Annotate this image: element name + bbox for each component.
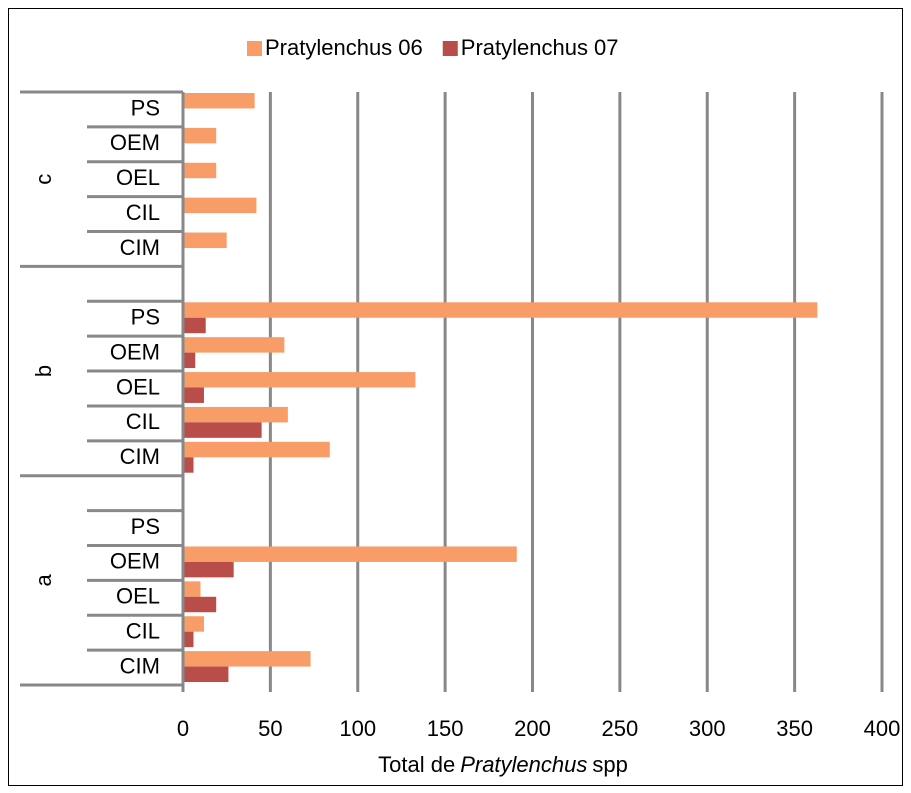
x-tick-label: 150	[427, 716, 464, 741]
x-axis-label: Total de Pratylenchus spp	[378, 752, 628, 777]
x-axis-label-part: Total de	[378, 752, 455, 777]
bar	[183, 616, 204, 632]
x-tick-label: 400	[864, 716, 901, 741]
x-tick-label: 200	[514, 716, 551, 741]
bars	[183, 93, 818, 682]
bar	[183, 457, 194, 473]
bar	[183, 561, 234, 578]
bar	[183, 317, 206, 334]
x-tick-label: 100	[339, 716, 376, 741]
x-axis-label-part: Pratylenchus	[460, 752, 587, 777]
y-tick-label: OEM	[110, 130, 160, 155]
group-label: c	[31, 174, 56, 185]
axes: 0 50 100 150 200 250 300 350 400 a b c CIM CIL OEL OEM P…	[20, 90, 901, 741]
y-tick-label: PS	[131, 305, 160, 330]
bar	[183, 581, 201, 597]
y-tick-label: CIL	[126, 618, 160, 643]
bar	[183, 546, 517, 562]
y-tick-label: PS	[131, 95, 160, 120]
bar	[183, 93, 255, 109]
bar	[183, 197, 257, 214]
bar	[183, 352, 196, 369]
chart-border	[8, 8, 903, 786]
y-tick-label: PS	[131, 514, 160, 539]
x-tick-label: 350	[776, 716, 813, 741]
legend-label: Pratylenchus 06	[265, 35, 423, 60]
bar	[183, 631, 194, 648]
y-tick-label: CIL	[126, 200, 160, 225]
legend-swatch	[442, 41, 458, 56]
legend-swatch	[247, 41, 262, 56]
x-axis-label-part: spp	[592, 752, 627, 777]
group-label: a	[31, 573, 56, 586]
x-tick-label: 300	[689, 716, 726, 741]
bar	[183, 387, 204, 403]
y-tick-label: CIM	[120, 444, 160, 469]
bar	[183, 162, 217, 179]
y-tick-label: CIM	[120, 653, 160, 678]
bar	[183, 422, 262, 438]
y-tick-label: OEM	[110, 339, 160, 364]
bar	[183, 337, 285, 353]
y-tick-label: OEL	[116, 165, 160, 190]
bar	[183, 441, 330, 458]
bar	[183, 406, 288, 423]
bar	[183, 666, 229, 682]
bar	[183, 651, 311, 667]
y-tick-label: CIM	[120, 235, 160, 260]
group-label: b	[31, 365, 56, 377]
grid	[181, 92, 884, 692]
y-tick-label: OEM	[110, 549, 160, 574]
y-tick-label: OEL	[116, 584, 160, 609]
bar	[183, 127, 217, 144]
bar	[183, 232, 227, 248]
y-tick-label: OEL	[116, 374, 160, 399]
x-tick-label: 250	[602, 716, 639, 741]
legend-label: Pratylenchus 07	[461, 35, 619, 60]
x-tick-label: 50	[258, 716, 282, 741]
bar	[183, 372, 416, 388]
y-tick-label: CIL	[126, 409, 160, 434]
bar	[183, 302, 818, 318]
bar	[183, 596, 217, 613]
x-tick-label: 0	[177, 716, 189, 741]
